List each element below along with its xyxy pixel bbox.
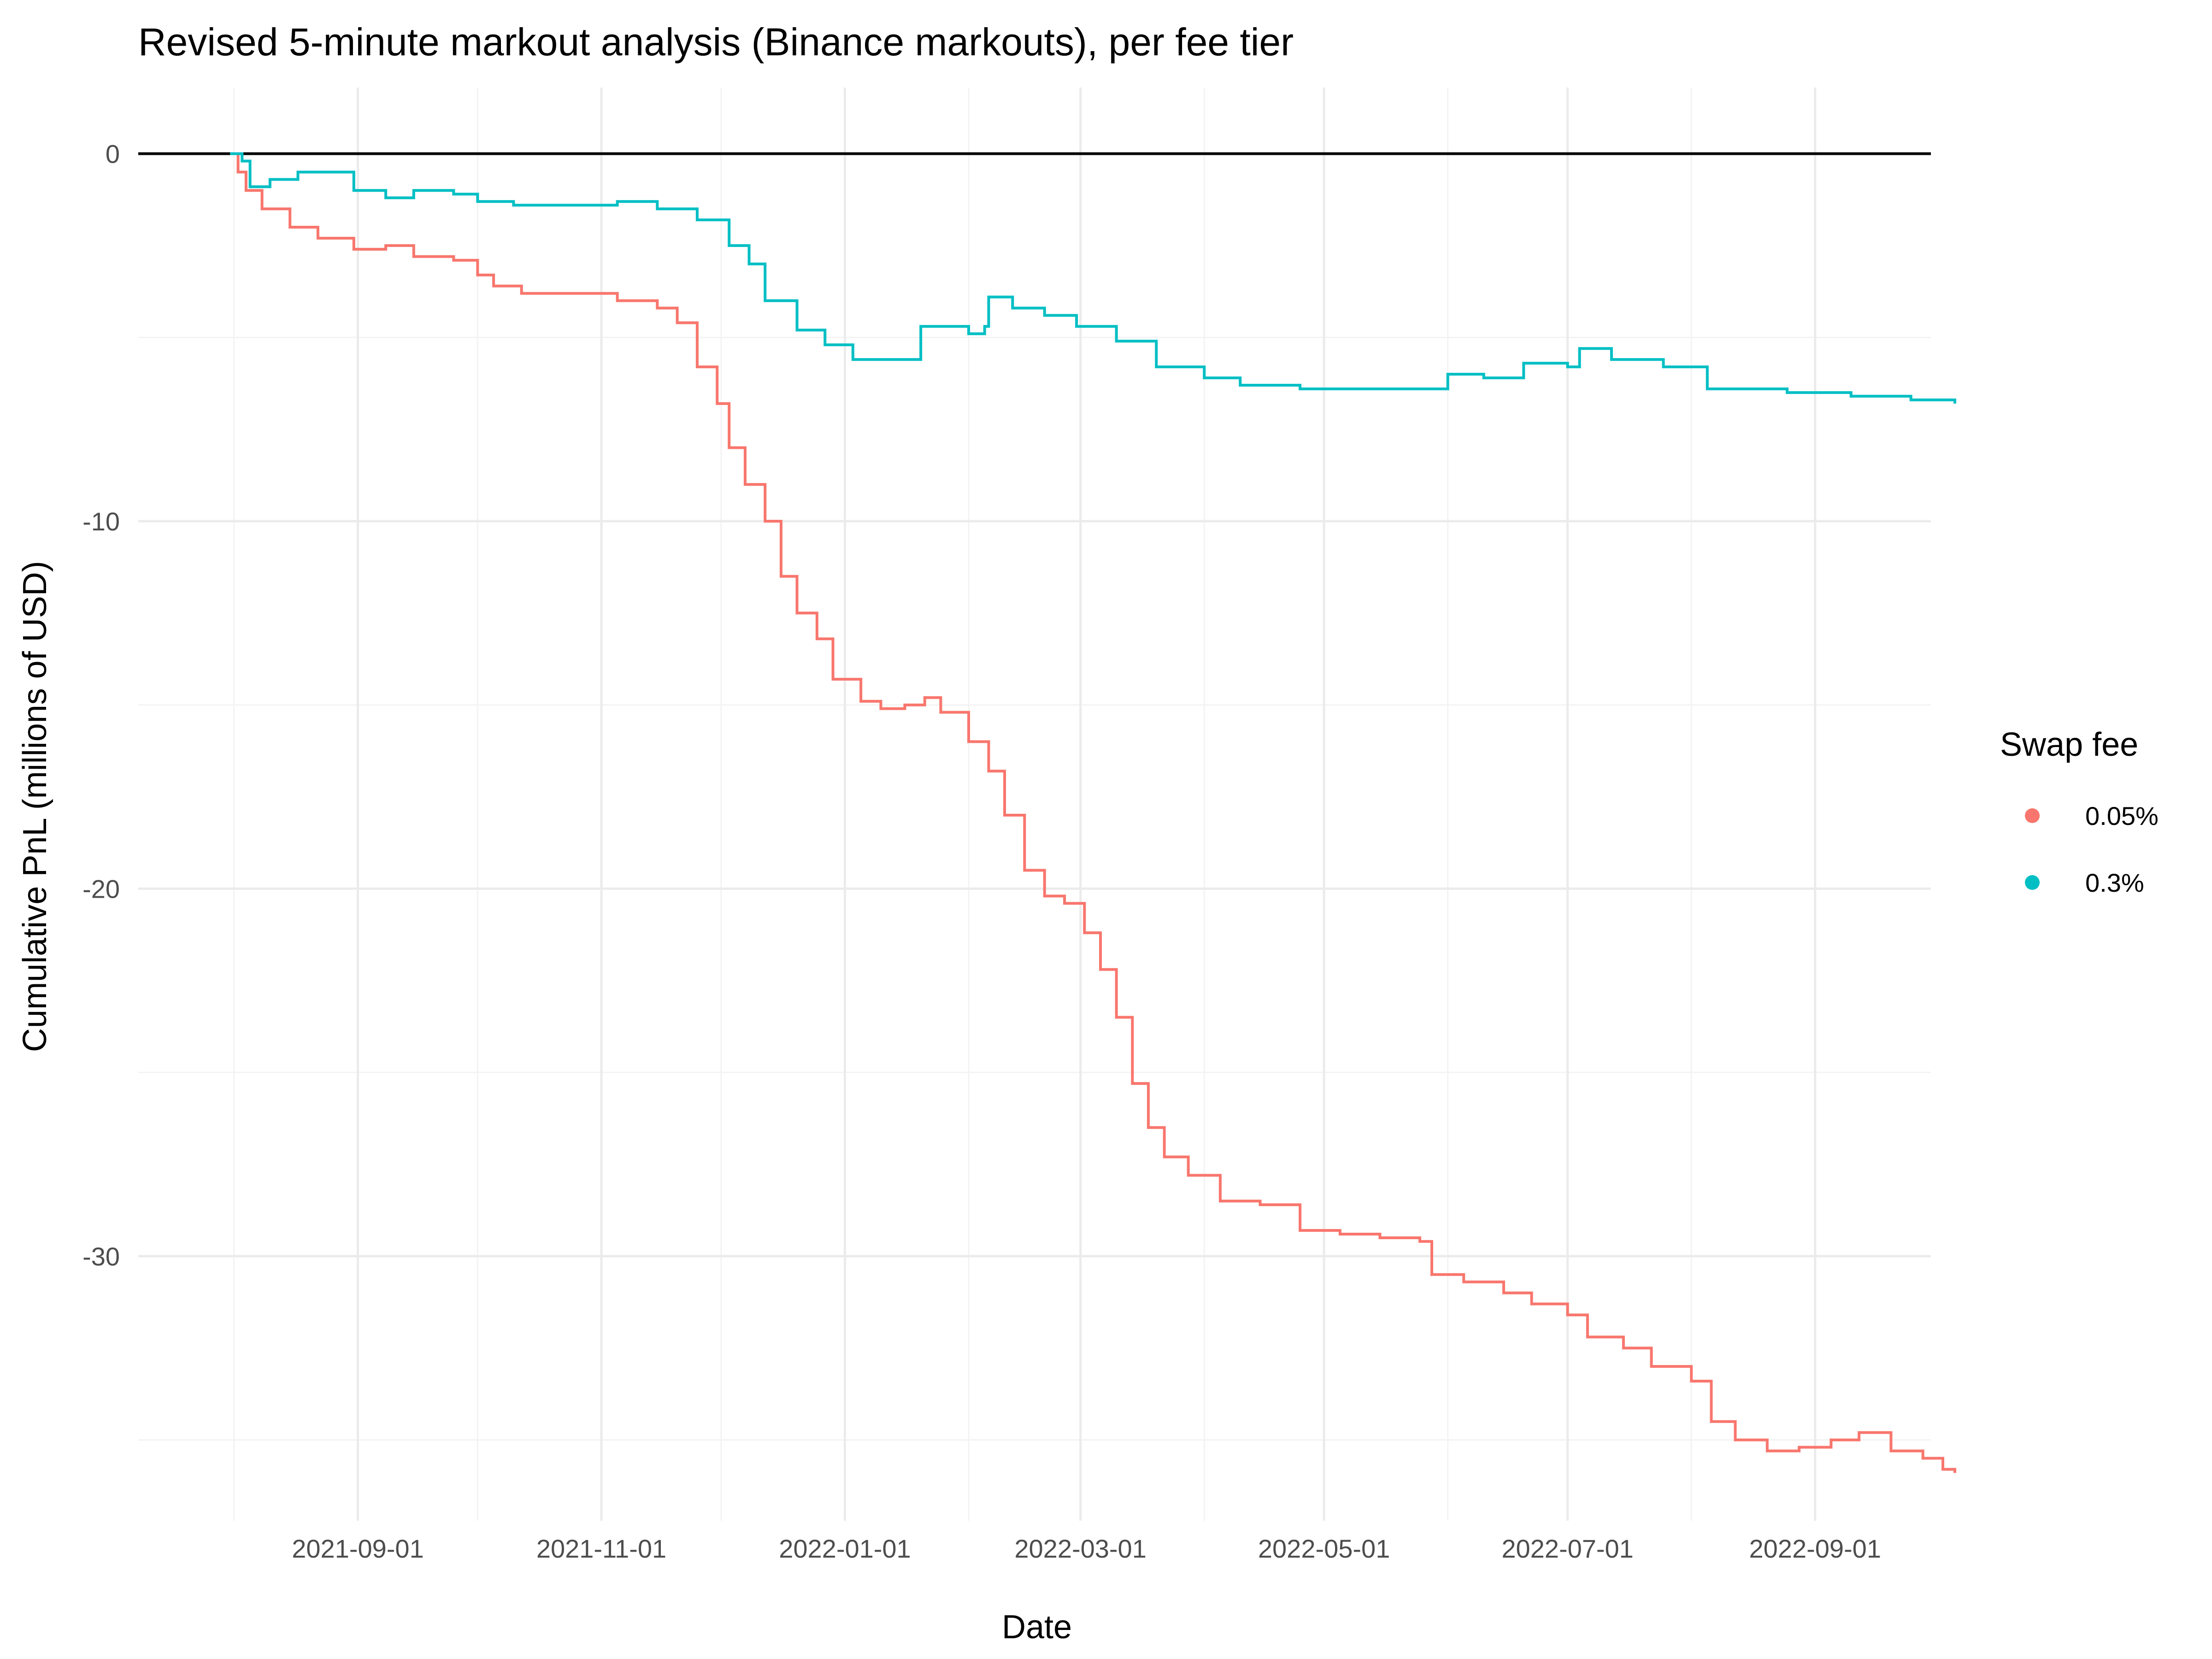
grid <box>138 88 1931 1521</box>
y-axis-ticks: 0 -10 -20 -30 <box>82 140 120 1271</box>
legend-entries: 0.05% 0.3% <box>2025 801 2159 897</box>
legend-key <box>2025 875 2040 890</box>
y-tick-label: -30 <box>82 1242 120 1271</box>
x-tick-label: 2022-03-01 <box>1014 1534 1146 1563</box>
series-line-1 <box>230 152 1956 404</box>
y-axis-title: Cumulative PnL (millions of USD) <box>17 561 53 1052</box>
y-tick-label: -20 <box>82 874 120 903</box>
x-tick-label: 2021-11-01 <box>536 1534 666 1563</box>
series-line-0 <box>230 152 1956 1473</box>
x-tick-label: 2022-07-01 <box>1501 1534 1633 1563</box>
y-tick-label: -10 <box>82 507 120 536</box>
x-tick-label: 2022-01-01 <box>779 1534 911 1563</box>
x-axis-title: Date <box>1002 1609 1072 1646</box>
x-axis-ticks: 2021-09-01 2021-11-01 2022-01-01 2022-03-01… <box>292 1534 1881 1563</box>
y-tick-label: 0 <box>106 140 120 169</box>
legend-label: 0.05% <box>2085 801 2159 830</box>
series-layer <box>230 152 1956 1473</box>
legend-title: Swap fee <box>2000 726 2138 763</box>
x-tick-label: 2021-09-01 <box>292 1534 424 1563</box>
chart-title: Revised 5-minute markout analysis (Binan… <box>138 20 1294 64</box>
legend: Swap fee 0.05% 0.3% <box>2000 726 2159 897</box>
legend-key <box>2025 808 2040 823</box>
legend-label: 0.3% <box>2085 868 2144 897</box>
x-tick-label: 2022-05-01 <box>1258 1534 1390 1563</box>
x-tick-label: 2022-09-01 <box>1749 1534 1881 1563</box>
